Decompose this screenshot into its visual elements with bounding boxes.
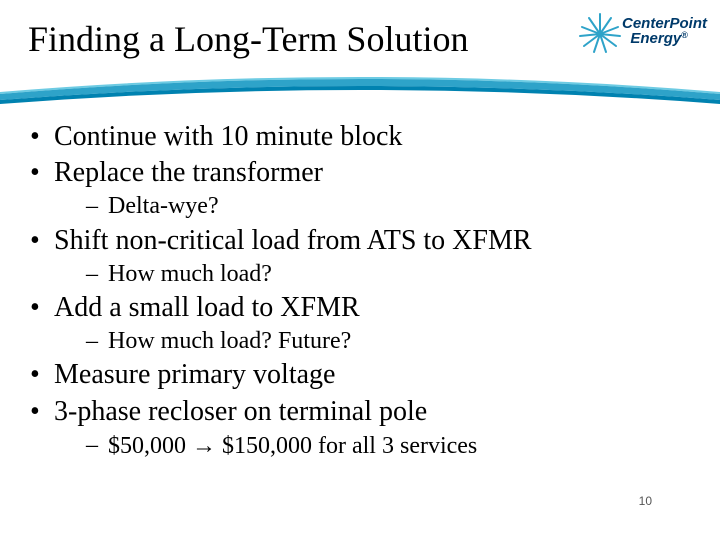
list-item: Add a small load to XFMR — [28, 291, 688, 325]
logo-trademark: ® — [681, 30, 688, 40]
sub-list: How much load? — [28, 260, 688, 289]
list-item: 3-phase recloser on terminal pole — [28, 395, 688, 429]
sub-list-item: Delta-wye? — [86, 192, 688, 221]
sub-bullet-text: How much load? — [108, 261, 272, 287]
slide-title: Finding a Long-Term Solution — [28, 18, 468, 60]
list-item: Continue with 10 minute block — [28, 120, 688, 154]
bullet-list: Measure primary voltage 3-phase recloser… — [28, 358, 688, 428]
logo-line2: Energy — [630, 30, 681, 47]
sub-bullet-text-part: $50,000 — [108, 433, 192, 459]
bullet-text: Shift non-critical load from ATS to XFMR — [54, 225, 532, 256]
swoosh-divider — [0, 74, 720, 114]
logo-text: CenterPoint Energy® — [622, 16, 707, 46]
sub-bullet-text-part: $150,000 for all 3 services — [216, 433, 477, 459]
sub-list-item: How much load? — [86, 260, 688, 289]
sub-list: How much load? Future? — [28, 327, 688, 356]
sub-list-item: $50,000 → $150,000 for all 3 services — [86, 431, 688, 461]
list-item: Measure primary voltage — [28, 358, 688, 392]
sub-bullet-text: Delta-wye? — [108, 193, 219, 219]
bullet-list: Add a small load to XFMR — [28, 291, 688, 325]
bullet-list: Shift non-critical load from ATS to XFMR — [28, 224, 688, 258]
sub-list-item: How much load? Future? — [86, 327, 688, 356]
page-number: 10 — [639, 494, 652, 508]
bullet-text: Continue with 10 minute block — [54, 121, 402, 152]
sub-list: $50,000 → $150,000 for all 3 services — [28, 431, 688, 461]
sub-bullet-text: How much load? Future? — [108, 328, 351, 354]
list-item: Replace the transformer — [28, 156, 688, 190]
bullet-text: Measure primary voltage — [54, 359, 335, 390]
company-logo: CenterPoint Energy® — [578, 10, 706, 58]
slide: Finding a Long-Term Solution CenterPoint… — [0, 0, 720, 540]
bullet-text: 3-phase recloser on terminal pole — [54, 396, 427, 427]
arrow-icon: → — [192, 432, 216, 459]
sub-list: Delta-wye? — [28, 192, 688, 221]
bullet-text: Replace the transformer — [54, 157, 323, 188]
bullet-text: Add a small load to XFMR — [54, 292, 360, 323]
content-area: Continue with 10 minute block Replace th… — [28, 120, 688, 463]
list-item: Shift non-critical load from ATS to XFMR — [28, 224, 688, 258]
bullet-list: Continue with 10 minute block Replace th… — [28, 120, 688, 190]
